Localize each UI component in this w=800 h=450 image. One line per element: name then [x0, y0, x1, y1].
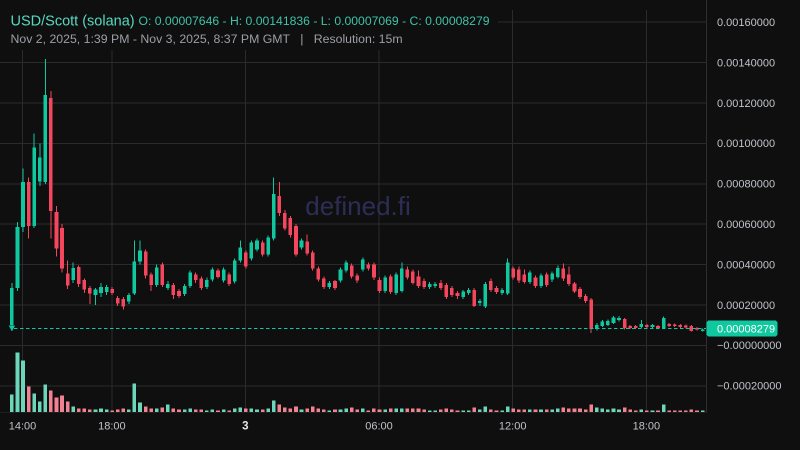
svg-text:0.00080000: 0.00080000: [717, 179, 775, 191]
svg-text:3: 3: [242, 421, 248, 433]
svg-text:0.00020000: 0.00020000: [717, 300, 775, 312]
svg-text:12:00: 12:00: [499, 421, 527, 433]
svg-text:0.00120000: 0.00120000: [717, 98, 775, 110]
svg-text:06:00: 06:00: [365, 421, 393, 433]
svg-text:18:00: 18:00: [633, 421, 661, 433]
svg-text:−0.00020000: −0.00020000: [717, 381, 782, 393]
svg-text:0.00008279: 0.00008279: [717, 324, 775, 336]
svg-text:0.00040000: 0.00040000: [717, 259, 775, 271]
svg-text:Nov 2, 2025, 1:39 PM - Nov 3,: Nov 2, 2025, 1:39 PM - Nov 3, 2025, 8:37…: [11, 32, 403, 46]
svg-text:14:00: 14:00: [9, 421, 37, 433]
svg-text:defined.fi: defined.fi: [305, 191, 411, 221]
svg-text:−0.00000000: −0.00000000: [717, 340, 782, 352]
svg-text:0.00160000: 0.00160000: [717, 17, 775, 29]
svg-text:USD/Scott (solana): USD/Scott (solana): [11, 14, 135, 30]
svg-text:0.00100000: 0.00100000: [717, 138, 775, 150]
svg-text:0.00060000: 0.00060000: [717, 219, 775, 231]
svg-text:18:00: 18:00: [98, 421, 126, 433]
svg-text:0.00140000: 0.00140000: [717, 57, 775, 69]
svg-text:O: 0.00007646 - H: 0.00141836: O: 0.00007646 - H: 0.00141836 - L: 0.000…: [139, 14, 490, 28]
